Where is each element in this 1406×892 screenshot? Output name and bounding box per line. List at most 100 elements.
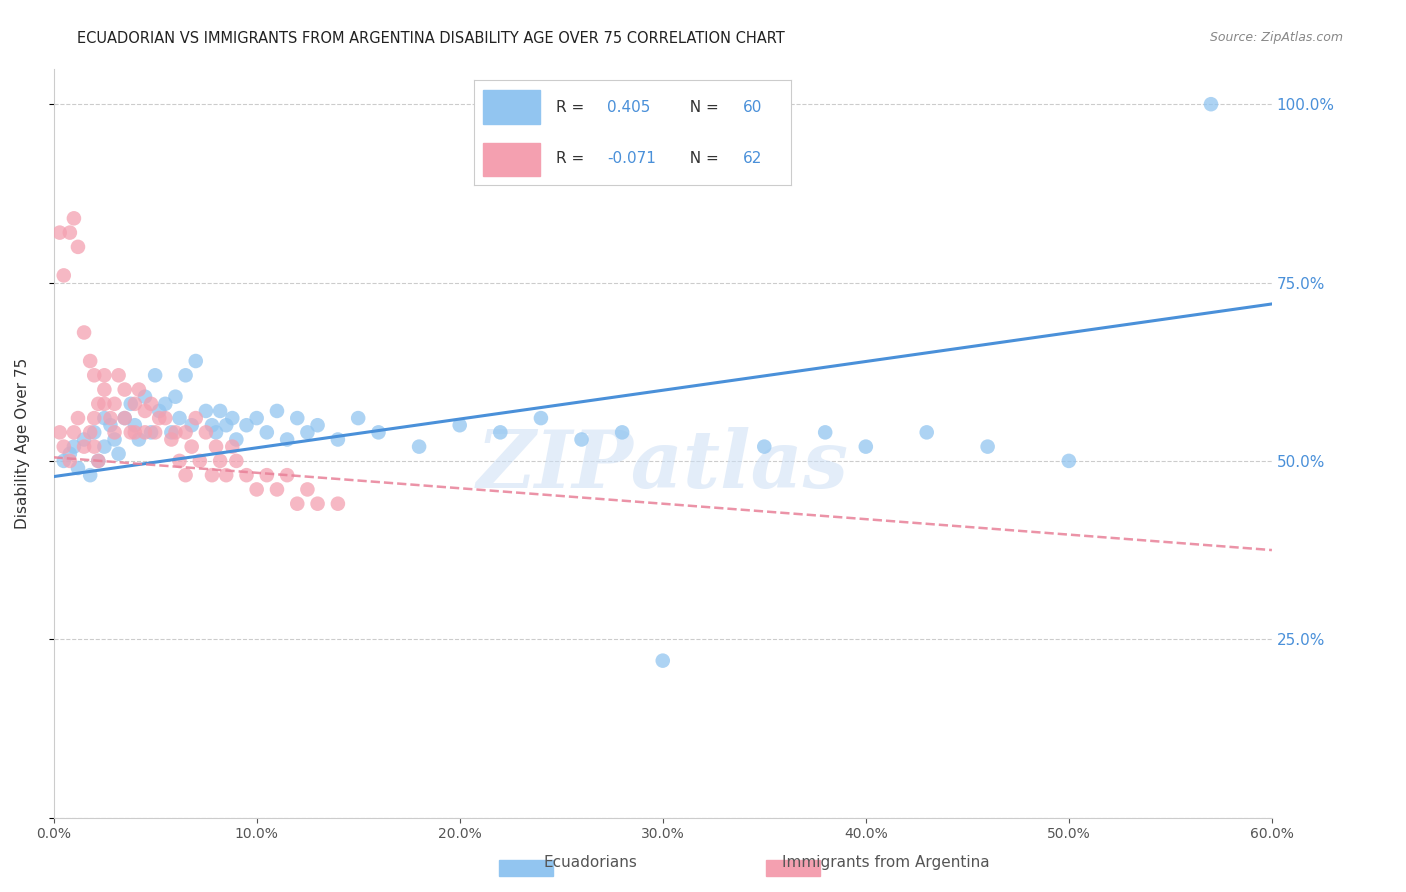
Point bbox=[160, 425, 183, 440]
Point bbox=[184, 354, 207, 368]
Point bbox=[83, 425, 105, 440]
Point bbox=[814, 425, 837, 440]
Point bbox=[103, 433, 125, 447]
Point bbox=[326, 497, 349, 511]
Point bbox=[610, 425, 633, 440]
Point bbox=[221, 411, 243, 425]
Point bbox=[571, 433, 593, 447]
Point bbox=[66, 411, 89, 425]
Point bbox=[165, 390, 187, 404]
Point bbox=[174, 368, 197, 383]
Point bbox=[276, 433, 298, 447]
Point bbox=[59, 226, 82, 240]
Point bbox=[87, 397, 110, 411]
Text: Immigrants from Argentina: Immigrants from Argentina bbox=[782, 855, 990, 870]
Point bbox=[128, 433, 150, 447]
Point bbox=[169, 454, 191, 468]
Point bbox=[1057, 454, 1080, 468]
Point bbox=[225, 433, 247, 447]
Point bbox=[160, 433, 183, 447]
Point bbox=[194, 404, 217, 418]
Point bbox=[93, 440, 115, 454]
Point bbox=[246, 483, 269, 497]
Point bbox=[52, 268, 75, 283]
Point bbox=[73, 433, 96, 447]
Point bbox=[754, 440, 776, 454]
Point bbox=[59, 454, 82, 468]
Point bbox=[408, 440, 430, 454]
Point bbox=[169, 411, 191, 425]
Point bbox=[855, 440, 877, 454]
Text: ZIPatlas: ZIPatlas bbox=[477, 426, 849, 504]
Point bbox=[63, 425, 86, 440]
Point bbox=[107, 447, 129, 461]
Point bbox=[134, 425, 156, 440]
Point bbox=[297, 483, 319, 497]
Point bbox=[100, 418, 122, 433]
Point bbox=[215, 418, 238, 433]
Point bbox=[256, 425, 278, 440]
Point bbox=[139, 425, 162, 440]
Point bbox=[367, 425, 389, 440]
Y-axis label: Disability Age Over 75: Disability Age Over 75 bbox=[15, 358, 30, 529]
Point bbox=[79, 468, 101, 483]
Point bbox=[114, 411, 136, 425]
Point bbox=[225, 454, 247, 468]
Point bbox=[184, 411, 207, 425]
Point bbox=[124, 397, 146, 411]
Point bbox=[326, 433, 349, 447]
Text: Source: ZipAtlas.com: Source: ZipAtlas.com bbox=[1209, 31, 1343, 45]
Point bbox=[307, 418, 329, 433]
Point bbox=[976, 440, 998, 454]
Point bbox=[530, 411, 553, 425]
Point bbox=[194, 425, 217, 440]
Point bbox=[52, 454, 75, 468]
Point bbox=[143, 425, 166, 440]
Point bbox=[48, 226, 70, 240]
Point bbox=[128, 383, 150, 397]
Point bbox=[103, 425, 125, 440]
Point bbox=[59, 447, 82, 461]
Point bbox=[148, 404, 170, 418]
Point bbox=[246, 411, 269, 425]
Point bbox=[209, 454, 232, 468]
Point bbox=[489, 425, 512, 440]
Point bbox=[155, 411, 177, 425]
Point bbox=[209, 404, 232, 418]
Text: Ecuadorians: Ecuadorians bbox=[544, 855, 637, 870]
Point bbox=[134, 404, 156, 418]
Point bbox=[79, 354, 101, 368]
Point bbox=[120, 397, 142, 411]
Point bbox=[235, 418, 257, 433]
Point bbox=[73, 326, 96, 340]
Point bbox=[915, 425, 938, 440]
Point bbox=[205, 440, 228, 454]
Point bbox=[66, 240, 89, 254]
Point bbox=[66, 461, 89, 475]
Point bbox=[449, 418, 471, 433]
Point bbox=[215, 468, 238, 483]
Point bbox=[93, 397, 115, 411]
Point bbox=[201, 418, 224, 433]
Point bbox=[107, 368, 129, 383]
Point bbox=[87, 454, 110, 468]
Point bbox=[307, 497, 329, 511]
Point bbox=[93, 383, 115, 397]
Point bbox=[83, 411, 105, 425]
Point bbox=[148, 411, 170, 425]
Point bbox=[100, 411, 122, 425]
Point bbox=[155, 397, 177, 411]
Point bbox=[134, 390, 156, 404]
Point bbox=[93, 368, 115, 383]
Point bbox=[188, 454, 211, 468]
Point bbox=[87, 454, 110, 468]
Point bbox=[276, 468, 298, 483]
Point bbox=[83, 440, 105, 454]
Point bbox=[63, 440, 86, 454]
Point bbox=[266, 404, 288, 418]
Point bbox=[83, 368, 105, 383]
Point bbox=[124, 425, 146, 440]
Point bbox=[205, 425, 228, 440]
Point bbox=[180, 440, 202, 454]
Point bbox=[93, 411, 115, 425]
